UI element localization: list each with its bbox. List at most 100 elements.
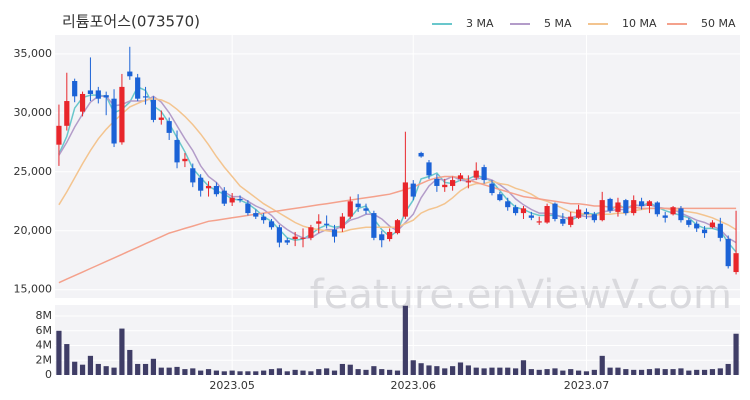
volume-bar <box>709 369 716 375</box>
volume-bar <box>457 362 464 375</box>
volume-tick-label: 6M <box>36 324 53 337</box>
y-tick-label: 30,000 <box>14 106 53 119</box>
volume-bar <box>568 369 574 375</box>
volume-bar <box>670 369 676 375</box>
candle-body <box>489 183 495 194</box>
candle-body <box>473 170 479 178</box>
candle-body <box>56 125 62 145</box>
volume-bar <box>607 367 613 375</box>
volume-bar <box>379 369 385 375</box>
candle-body <box>717 223 723 238</box>
candle-body <box>725 239 731 267</box>
y-tick-label: 15,000 <box>14 283 53 296</box>
volume-tick-label: 4M <box>36 339 53 352</box>
volume-bar <box>213 370 220 375</box>
volume-bar <box>434 366 440 375</box>
candle-body <box>253 213 259 217</box>
volume-bar <box>450 366 456 375</box>
volume-bar <box>119 328 125 375</box>
volume-bar <box>631 369 637 375</box>
candle-body <box>450 180 456 186</box>
volume-bar <box>284 371 290 375</box>
volume-bar <box>402 305 408 375</box>
y-tick-label: 20,000 <box>14 224 53 237</box>
candle-body <box>394 220 401 234</box>
candle-body <box>481 167 487 181</box>
volume-bar <box>182 369 188 375</box>
candle-body <box>686 220 692 225</box>
volume-bar <box>158 367 164 375</box>
candle-body <box>87 90 94 94</box>
y-tick-label: 25,000 <box>14 165 53 178</box>
volume-bar <box>245 371 251 375</box>
candle-body <box>245 203 251 214</box>
candle-body <box>654 202 660 215</box>
volume-bar <box>599 355 605 375</box>
candle-body <box>694 223 700 229</box>
candle-body <box>457 175 464 179</box>
volume-bar <box>497 367 503 375</box>
candle-body <box>583 211 590 215</box>
volume-bar <box>544 369 550 375</box>
volume-bar <box>339 363 345 375</box>
candle-body <box>387 231 393 240</box>
candle-body <box>623 200 629 214</box>
candle-body <box>552 203 558 219</box>
volume-bar <box>623 369 629 375</box>
volume-bar <box>513 368 519 375</box>
volume-bar <box>150 358 157 375</box>
volume-bar <box>701 369 708 375</box>
volume-panel <box>55 305 740 375</box>
volume-bar <box>615 367 621 375</box>
volume-bar <box>268 369 275 375</box>
candle-body <box>127 71 133 77</box>
volume-bar <box>221 371 227 375</box>
volume-bar <box>324 368 330 375</box>
volume-bar <box>410 360 416 375</box>
legend-label: 10 MA <box>622 17 657 30</box>
candle-body <box>646 201 653 207</box>
candle-body <box>284 240 290 243</box>
candle-body <box>536 221 542 223</box>
volume-bar <box>394 370 401 375</box>
candle-body <box>670 207 676 215</box>
candle-body <box>190 168 196 183</box>
volume-bar <box>205 369 212 375</box>
x-tick-label: 2023.07 <box>564 379 610 392</box>
volume-bar <box>198 370 204 375</box>
volume-bar <box>79 364 86 375</box>
candle-body <box>615 202 621 212</box>
candle-body <box>355 203 361 208</box>
volume-bar <box>276 368 282 375</box>
x-tick-label: 2023.05 <box>209 379 255 392</box>
volume-bar <box>717 368 723 375</box>
candle-body <box>678 208 684 221</box>
volume-bar <box>426 365 432 375</box>
volume-bar <box>308 371 314 375</box>
candle-body <box>182 158 188 162</box>
candle-body <box>95 90 101 99</box>
candle-body <box>261 216 267 221</box>
volume-bar <box>489 367 495 375</box>
candle-body <box>505 201 511 208</box>
candle-body <box>528 215 534 218</box>
candle-body <box>465 181 471 183</box>
volume-bar <box>56 330 62 375</box>
candle-body <box>64 101 70 126</box>
volume-bar <box>505 367 511 375</box>
legend-label: 5 MA <box>544 17 572 30</box>
candle-body <box>575 209 582 218</box>
candle-body <box>442 184 448 188</box>
volume-bar <box>190 368 196 375</box>
volume-bar <box>520 360 527 375</box>
chart-title: 리튬포어스(073570) <box>62 13 200 31</box>
volume-bar <box>355 369 361 375</box>
volume-bar <box>473 367 479 375</box>
volume-bar <box>331 370 338 375</box>
candle-body <box>72 80 78 97</box>
candle-body <box>276 227 282 243</box>
volume-bar <box>528 369 534 375</box>
candle-body <box>638 201 645 207</box>
candle-body <box>434 178 440 186</box>
volume-bar <box>166 367 172 375</box>
